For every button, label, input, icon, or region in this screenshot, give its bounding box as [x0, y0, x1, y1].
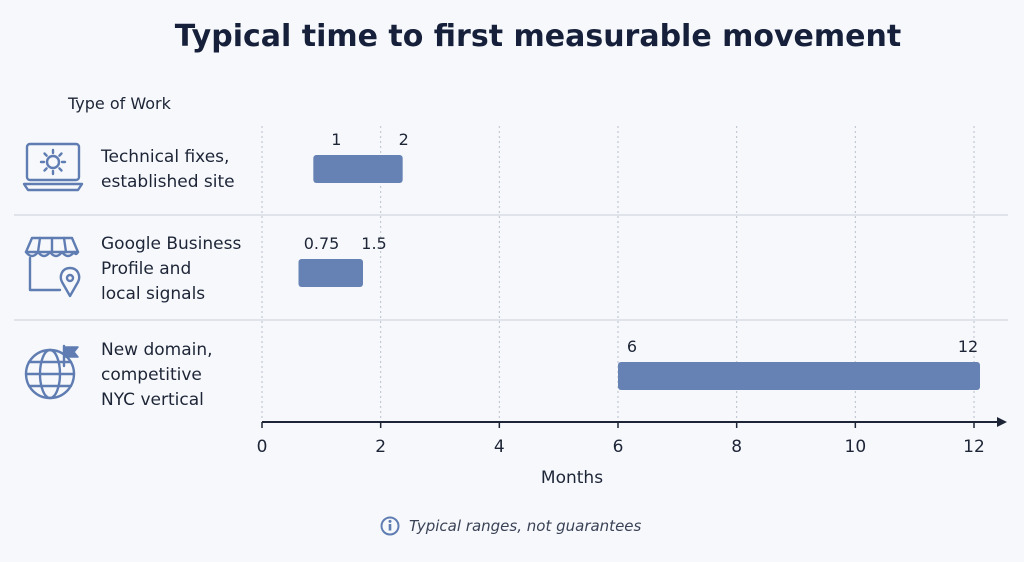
x-axis-title: Months [541, 468, 603, 488]
x-tick-label: 6 [613, 437, 624, 457]
range-bar-labels: 1 20.75 1.56 12 [304, 130, 978, 356]
category-label-line: Technical fixes, [100, 147, 229, 167]
info-icon [380, 516, 400, 536]
x-tick-label: 10 [845, 437, 867, 457]
x-axis-arrow [997, 417, 1007, 427]
category-label-line: established site [101, 172, 235, 192]
range-start-label: 6 [627, 337, 637, 356]
x-tick-label: 8 [731, 437, 742, 457]
category-label-line: Google Business [101, 234, 241, 254]
x-axis-ticks: 0 2 4 6 8 10 12 [257, 422, 985, 457]
laptop-gear-icon [22, 142, 84, 192]
y-axis-title: Type of Work [67, 94, 172, 113]
row-separators [14, 214, 1008, 321]
category-label-line: Profile and [101, 259, 191, 279]
chart-title: Typical time to first measurable movemen… [175, 19, 901, 54]
range-end-label: 1.5 [361, 234, 386, 253]
range-end-label: 12 [958, 337, 978, 356]
storefront-location-icon [24, 236, 81, 298]
range-start-label: 0.75 [304, 234, 340, 253]
range-end-label: 2 [399, 130, 409, 149]
range-bars [298, 155, 980, 390]
range-bar [618, 362, 980, 390]
x-tick-label: 2 [375, 437, 386, 457]
category-label-line: competitive [101, 365, 202, 385]
x-tick-label: 12 [963, 437, 985, 457]
range-bar [313, 155, 403, 183]
range-bar [298, 259, 363, 287]
x-tick-label: 4 [494, 437, 505, 457]
x-tick-label: 0 [257, 437, 268, 457]
category-label-line: local signals [101, 284, 205, 304]
footnote: Typical ranges, not guarantees [409, 517, 642, 535]
globe-flag-icon [24, 344, 79, 400]
category-label-gbp: Google Business Profile and local signal… [101, 234, 247, 304]
category-label-line: New domain, [101, 340, 213, 360]
range-start-label: 1 [331, 130, 341, 149]
category-label-line: NYC vertical [101, 390, 204, 410]
category-label-technical: Technical fixes, established site [100, 147, 235, 192]
category-label-new-domain: New domain, competitive NYC vertical [101, 340, 218, 410]
